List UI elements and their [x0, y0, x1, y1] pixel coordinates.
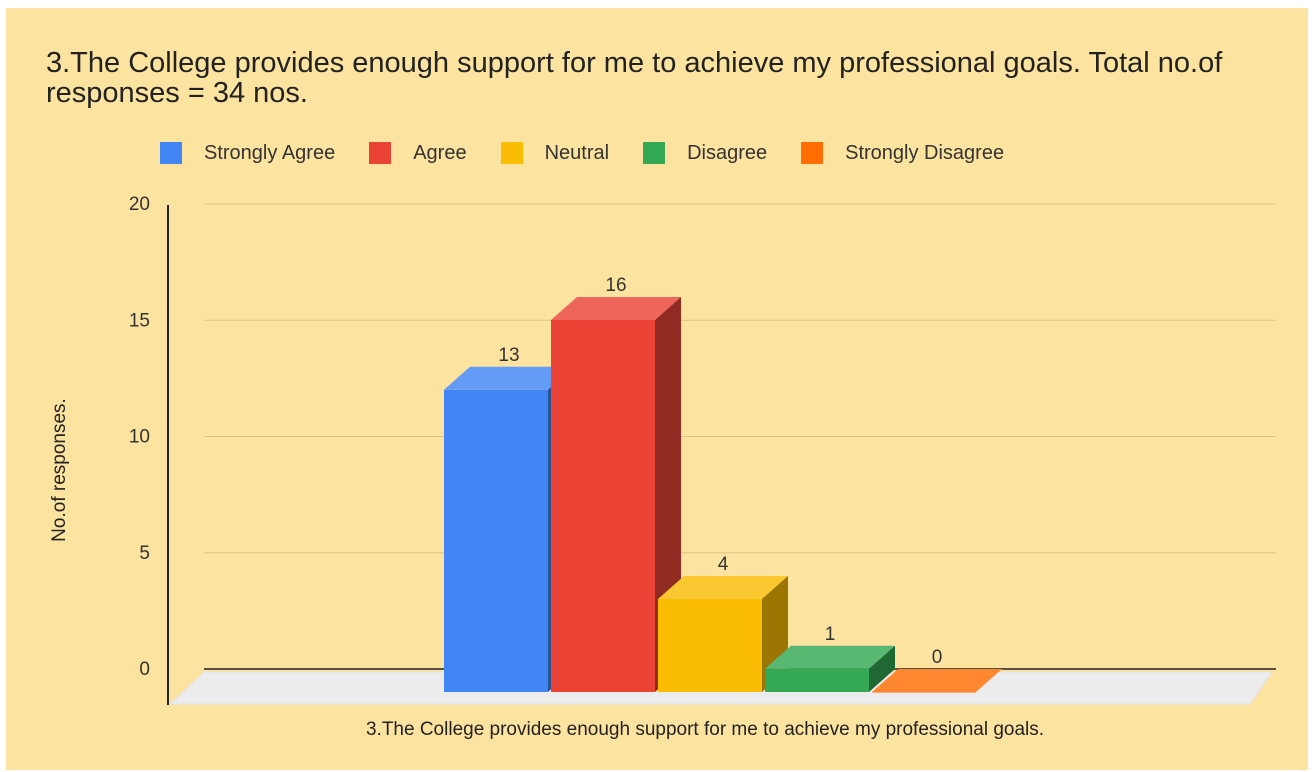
bar-top-disagree: [765, 645, 895, 669]
chart-title: 3.The College provides enough support fo…: [46, 47, 1223, 109]
legend-item-disagree[interactable]: Disagree: [643, 142, 767, 165]
y-axis-label: No.of responses.: [49, 398, 70, 542]
bar-neutral: [658, 599, 762, 692]
legend-swatch-disagree: [643, 142, 666, 164]
bar-top-strongly-agree: [444, 366, 574, 390]
y-tick-label: 15: [129, 310, 150, 331]
legend-item-neutral[interactable]: Neutral: [500, 141, 610, 165]
data-label-neutral: 4: [718, 554, 729, 575]
legend-item-strongly-disagree[interactable]: Strongly Disagree: [801, 142, 1004, 165]
legend-swatch-strongly-agree: [160, 142, 182, 164]
legend-swatch-agree: [369, 142, 392, 164]
bar-strongly-disagree: [872, 692, 976, 693]
bar-top-strongly-disagree: [872, 669, 1002, 692]
legend-item-agree[interactable]: Agree: [369, 141, 467, 165]
data-label-strongly-agree: 13: [498, 345, 519, 366]
data-label-strongly-disagree: 0: [932, 647, 943, 668]
legend-swatch-neutral: [500, 142, 523, 164]
y-tick-label: 10: [129, 427, 150, 448]
bar-top-agree: [551, 297, 681, 320]
y-tick-label: 20: [129, 194, 150, 215]
legend: Strongly Agree Agree Neutral Disagree St…: [160, 140, 1038, 166]
legend-label-agree: Agree: [413, 141, 467, 164]
legend-item-strongly-agree[interactable]: Strongly Agree: [160, 142, 335, 165]
legend-label-neutral: Neutral: [544, 141, 610, 164]
bar-strongly-agree: [444, 389, 548, 692]
legend-label-strongly-disagree: Strongly Disagree: [845, 141, 1005, 164]
data-label-disagree: 1: [825, 624, 836, 645]
data-label-agree: 16: [605, 275, 626, 296]
y-tick-label: 5: [139, 543, 150, 564]
x-axis-label: 3.The College provides enough support fo…: [365, 719, 1045, 740]
legend-swatch-strongly-disagree: [801, 142, 824, 164]
legend-label-disagree: Disagree: [687, 141, 768, 164]
bar-side-disagree: [869, 645, 895, 692]
bar-disagree: [765, 668, 869, 692]
y-tick-label: 0: [139, 659, 150, 680]
legend-label-strongly-agree: Strongly Agree: [204, 141, 336, 164]
bar-top-neutral: [658, 576, 788, 599]
bar-agree: [551, 320, 655, 692]
